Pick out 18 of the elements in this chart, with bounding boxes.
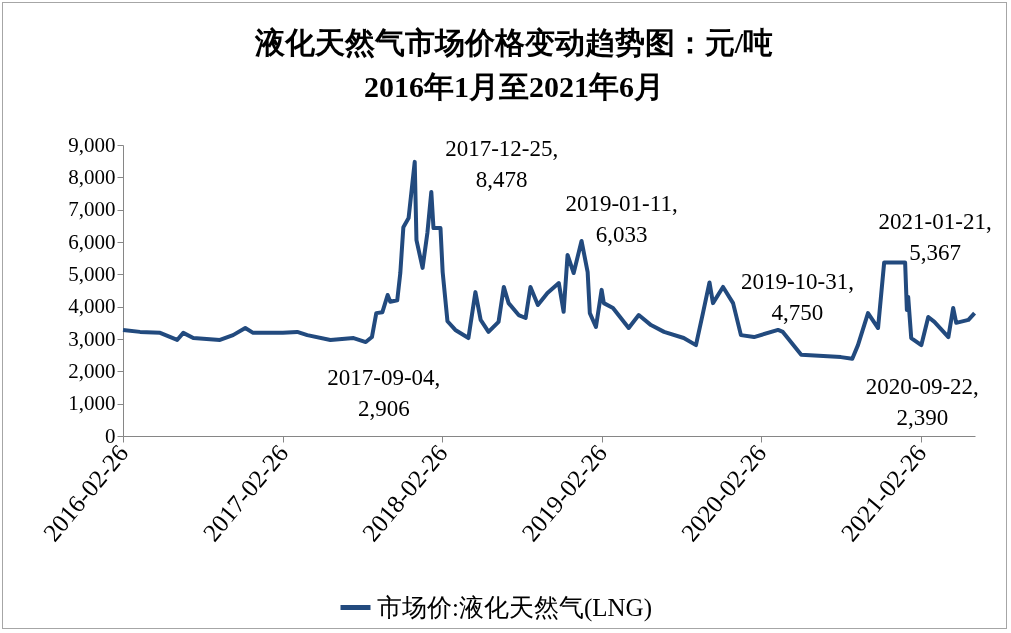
annotation: 2021-01-21, 5,367 [878,209,992,266]
y-tick-label: 3,000 [68,326,116,351]
annotation: 2020-09-22, 2,390 [865,373,979,430]
annotation: 2017-09-04, 2,906 [327,365,441,422]
legend-label: 市场价:液化天然气(LNG) [377,593,652,622]
y-tick-label: 7,000 [68,197,116,222]
y-tick-label: 4,000 [68,294,116,319]
chart-title: 液化天然气市场价格变动趋势图：元/吨 [253,26,774,59]
y-tick-label: 8,000 [68,164,116,189]
y-tick-label: 5,000 [68,261,116,286]
y-tick-label: 9,000 [68,132,116,157]
y-tick-label: 6,000 [68,229,116,254]
y-tick-label: 1,000 [68,391,116,416]
annotation: 2019-10-31, 4,750 [740,269,855,326]
annotation: 2017-12-25, 8,478 [445,135,559,192]
y-tick-label: 2,000 [68,358,116,383]
chart-subtitle: 2016年1月至2021年6月 [364,70,664,103]
annotation: 2019-01-11, 6,033 [565,190,678,247]
